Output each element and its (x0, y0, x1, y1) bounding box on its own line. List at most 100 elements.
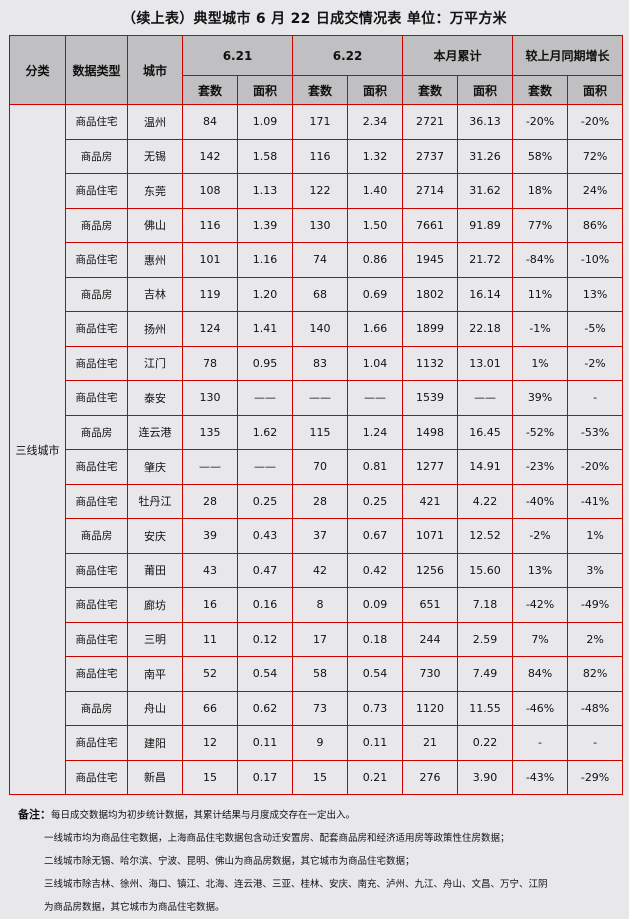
table-row: 商品住宅 扬州 124 1.41 140 1.66 1899 22.18 -1% -5% (10, 311, 624, 347)
cell-data-type: 商品住宅 (65, 242, 128, 278)
cell-month-area: 4.22 (457, 483, 514, 519)
cell-city: 惠州 (127, 242, 183, 278)
cell-city: 南平 (127, 656, 183, 692)
table-row: 商品住宅 江门 78 0.95 83 1.04 1132 13.01 1% -2% (10, 345, 624, 381)
header-units: 套数 (512, 75, 569, 105)
cell-growth-units: 1% (512, 345, 569, 381)
cell-month-units: 651 (402, 587, 459, 623)
cell-growth-units: 58% (512, 138, 569, 174)
cell-month-units: 1899 (402, 311, 459, 347)
cell-month-units: 1802 (402, 276, 459, 312)
cell-city: 莆田 (127, 552, 183, 588)
table-row: 商品房 吉林 119 1.20 68 0.69 1802 16.14 11% 13% (10, 276, 624, 312)
cell-621-area: 0.25 (236, 483, 294, 519)
cell-growth-units: -1% (512, 311, 569, 347)
header-data-type: 数据类型 (65, 35, 128, 105)
cell-621-units: 11 (182, 621, 238, 657)
cell-621-units: 116 (182, 207, 238, 243)
cell-city: 无锡 (127, 138, 183, 174)
cell-622-units: 28 (292, 483, 349, 519)
cell-622-area: 1.40 (347, 173, 404, 209)
header-area: 面积 (567, 75, 624, 105)
cell-data-type: 商品住宅 (65, 311, 128, 347)
cell-622-units: 8 (292, 587, 349, 623)
table-row: 商品住宅 建阳 12 0.11 9 0.11 21 0.22- - (10, 725, 624, 761)
cell-621-units: 130 (182, 380, 238, 416)
table-row: 商品住宅 南平 52 0.54 58 0.54 730 7.49 84% 82% (10, 656, 624, 692)
cell-city: 吉林 (127, 276, 183, 312)
cell-city: 佛山 (127, 207, 183, 243)
cell-growth-units: -46% (512, 690, 569, 726)
cell-621-area: 1.62 (236, 414, 294, 450)
cell-city: 东莞 (127, 173, 183, 209)
cell-month-area: 13.01 (457, 345, 514, 381)
cell-growth-area: 72% (567, 138, 624, 174)
cell-growth-area: -10% (567, 242, 624, 278)
cell-622-area: —— (347, 380, 404, 416)
cell-621-units: 39 (182, 518, 238, 554)
table-body: 三线城市 商品住宅 温州 84 1.09 171 2.34 2721 36.13 -20% -20%… (9, 104, 624, 795)
cell-621-area: 0.16 (236, 587, 294, 623)
cell-data-type: 商品房 (65, 207, 128, 243)
cell-622-area: 0.21 (347, 759, 404, 795)
cell-month-units: 1132 (402, 345, 459, 381)
cell-city: 肇庆 (127, 449, 183, 485)
cell-622-area: 0.81 (347, 449, 404, 485)
cell-622-area: 0.54 (347, 656, 404, 692)
cell-growth-units: 11% (512, 276, 569, 312)
cell-622-area: 1.50 (347, 207, 404, 243)
note-line: 三线城市除吉林、徐州、海口、镇江、北海、连云港、三亚、桂林、安庆、南充、泸州、九… (44, 879, 548, 890)
cell-622-units: 9 (292, 725, 349, 761)
header-area: 面积 (457, 75, 514, 105)
table-row: 商品住宅 牡丹江 28 0.25 28 0.25 421 4.22 -40% -41% (10, 483, 624, 519)
cell-622-area: 1.04 (347, 345, 404, 381)
cell-622-area: 2.34 (347, 104, 404, 140)
cell-growth-area: -49% (567, 587, 624, 623)
cell-month-units: 7661 (402, 207, 459, 243)
cell-622-units: 15 (292, 759, 349, 795)
cell-month-units: 1256 (402, 552, 459, 588)
cell-month-area: 0.22 (457, 725, 514, 761)
header-area: 面积 (236, 75, 294, 105)
cell-621-units: 101 (182, 242, 238, 278)
cell-data-type: 商品住宅 (65, 725, 128, 761)
cell-data-type: 商品住宅 (65, 552, 128, 588)
cell-622-area: 0.09 (347, 587, 404, 623)
cell-city: 新昌 (127, 759, 183, 795)
cell-growth-units: -2% (512, 518, 569, 554)
cell-growth-area: -41% (567, 483, 624, 519)
table-row: 商品住宅 肇庆 —— —— 70 0.81 1277 14.91 -23% -20% (10, 449, 624, 485)
cell-growth-area: - (567, 725, 624, 761)
cell-city: 牡丹江 (127, 483, 183, 519)
table-row: 商品住宅 三明 11 0.12 17 0.18 244 2.59 7% 2% (10, 621, 624, 657)
cell-621-area: 0.11 (236, 725, 294, 761)
cell-data-type: 商品房 (65, 138, 128, 174)
cell-621-area: 0.54 (236, 656, 294, 692)
cell-month-units: 2714 (402, 173, 459, 209)
cell-622-area: 0.11 (347, 725, 404, 761)
cell-growth-units: -84% (512, 242, 569, 278)
cell-622-units: 17 (292, 621, 349, 657)
cell-621-area: —— (236, 380, 294, 416)
table-row: 商品房 舟山 66 0.62 73 0.73 1120 11.55 -46% -48% (10, 690, 624, 726)
cell-month-units: 421 (402, 483, 459, 519)
cell-city: 连云港 (127, 414, 183, 450)
note-line: 每日成交数据均为初步统计数据，其累计结果与月度成交存在一定出入。 (51, 810, 356, 821)
cell-621-units: 142 (182, 138, 238, 174)
cell-month-area: 22.18 (457, 311, 514, 347)
cell-growth-area: -20% (567, 449, 624, 485)
cell-month-area: 91.89 (457, 207, 514, 243)
cell-621-area: 1.58 (236, 138, 294, 174)
cell-growth-area: 13% (567, 276, 624, 312)
cell-month-area: 21.72 (457, 242, 514, 278)
cell-data-type: 商品住宅 (65, 587, 128, 623)
cell-621-area: 1.39 (236, 207, 294, 243)
cell-621-units: 12 (182, 725, 238, 761)
cell-621-units: 108 (182, 173, 238, 209)
cell-622-area: 0.18 (347, 621, 404, 657)
cell-622-units: 73 (292, 690, 349, 726)
table-row: 三线城市 商品住宅 温州 84 1.09 171 2.34 2721 36.13 -20% -20% (9, 104, 624, 795)
cell-growth-area: -5% (567, 311, 624, 347)
cell-622-area: 1.66 (347, 311, 404, 347)
cell-growth-area: -29% (567, 759, 624, 795)
